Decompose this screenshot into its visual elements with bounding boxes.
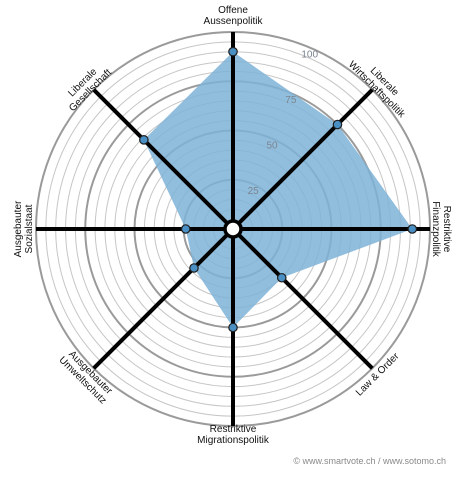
center-hub <box>223 219 243 239</box>
radar-axes <box>36 32 430 426</box>
axis-label-line: Restriktive <box>210 424 257 435</box>
data-point <box>189 263 199 273</box>
axis-label-line: Offene <box>218 5 248 16</box>
data-point <box>228 46 238 57</box>
axis-label-line: Aussenpolitik <box>204 16 264 27</box>
data-point <box>407 224 418 234</box>
data-point <box>180 224 191 234</box>
tick-label: 100 <box>301 49 318 60</box>
data-point <box>276 272 287 283</box>
axis-label-line: Finanzpolitik <box>430 201 441 258</box>
axis-spoke <box>231 88 374 231</box>
axis-label-line: Restriktive <box>441 206 452 253</box>
data-point <box>139 135 149 145</box>
axis-label-line: Sozialstaat <box>24 204 35 253</box>
axis-spoke <box>92 88 235 231</box>
data-point <box>332 119 343 130</box>
tick-label: 75 <box>285 95 297 106</box>
axis-spoke <box>92 227 235 370</box>
data-point <box>228 322 238 333</box>
axis-label-line: Ausgebauter <box>13 200 24 257</box>
tick-label: 50 <box>266 140 278 151</box>
axis-label: Ausgebauter Sozialstaat <box>13 200 35 257</box>
profile-area <box>143 51 413 328</box>
data-markers <box>139 46 418 333</box>
axis-label-line: Migrationspolitik <box>197 435 270 446</box>
source-credit: © www.smartvote.ch / www.sotomo.ch <box>293 456 446 466</box>
radial-tick-labels: 25 50 75 100 <box>248 49 319 197</box>
axis-spoke <box>231 227 374 370</box>
tick-label: 25 <box>248 186 260 197</box>
